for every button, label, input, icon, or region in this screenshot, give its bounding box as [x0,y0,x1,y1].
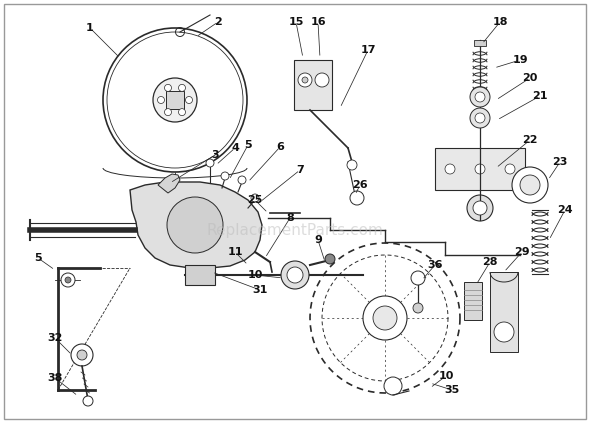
Text: 36: 36 [427,260,442,270]
Text: 29: 29 [514,247,530,257]
Circle shape [445,164,455,174]
Text: 1: 1 [86,23,94,33]
Circle shape [520,175,540,195]
Bar [435,148,525,190]
Text: 19: 19 [512,55,528,65]
Circle shape [179,109,185,115]
Circle shape [281,261,309,289]
Text: 23: 23 [552,157,568,167]
Circle shape [467,195,493,221]
Text: 9: 9 [314,235,322,245]
Text: 38: 38 [47,373,63,383]
Polygon shape [130,182,262,268]
Text: 32: 32 [47,333,63,343]
Circle shape [71,344,93,366]
Circle shape [363,296,407,340]
Circle shape [185,96,192,104]
Circle shape [153,78,197,122]
Circle shape [411,271,425,285]
Text: 5: 5 [34,253,42,263]
Text: 10: 10 [438,371,454,381]
Circle shape [505,164,515,174]
Circle shape [384,377,402,395]
Text: 31: 31 [253,285,268,295]
Circle shape [165,84,172,91]
Text: 20: 20 [522,73,537,83]
Text: 15: 15 [289,17,304,27]
Circle shape [325,254,335,264]
Circle shape [61,273,75,287]
Circle shape [315,73,329,87]
Circle shape [470,108,490,128]
Circle shape [77,350,87,360]
Text: 28: 28 [482,257,498,267]
Text: 21: 21 [532,91,548,101]
Circle shape [494,322,514,342]
Circle shape [475,164,485,174]
Circle shape [251,194,259,202]
Text: 6: 6 [276,142,284,152]
Bar [464,282,482,320]
Circle shape [475,92,485,102]
Circle shape [65,277,71,283]
Text: 16: 16 [310,17,326,27]
Text: 5: 5 [244,140,252,150]
Text: 26: 26 [352,180,368,190]
Circle shape [350,191,364,205]
Circle shape [413,303,423,313]
Text: 11: 11 [227,247,242,257]
Circle shape [298,73,312,87]
Circle shape [179,84,185,91]
Circle shape [165,109,172,115]
Text: 18: 18 [492,17,508,27]
Text: 22: 22 [522,135,537,145]
Text: 7: 7 [296,165,304,175]
Circle shape [158,96,165,104]
Text: ReplacementParts.com: ReplacementParts.com [206,222,384,237]
Circle shape [206,159,214,167]
Text: 3: 3 [211,150,219,160]
Text: 4: 4 [231,143,239,153]
Circle shape [238,176,246,184]
Bar [294,60,332,110]
Circle shape [83,396,93,406]
Circle shape [287,267,303,283]
Polygon shape [158,174,180,193]
Circle shape [167,197,223,253]
Text: 17: 17 [360,45,376,55]
Text: 25: 25 [247,195,263,205]
Bar [474,40,486,46]
Circle shape [347,160,357,170]
Text: 10: 10 [247,270,263,280]
Circle shape [512,167,548,203]
Bar [490,272,518,352]
Circle shape [302,77,308,83]
Circle shape [373,306,397,330]
Circle shape [473,201,487,215]
Text: 8: 8 [286,213,294,223]
Circle shape [470,87,490,107]
Circle shape [475,113,485,123]
Circle shape [221,172,229,180]
Text: 24: 24 [557,205,573,215]
Text: 35: 35 [444,385,460,395]
Bar [185,265,215,285]
Bar [166,91,184,109]
Text: 2: 2 [214,17,222,27]
